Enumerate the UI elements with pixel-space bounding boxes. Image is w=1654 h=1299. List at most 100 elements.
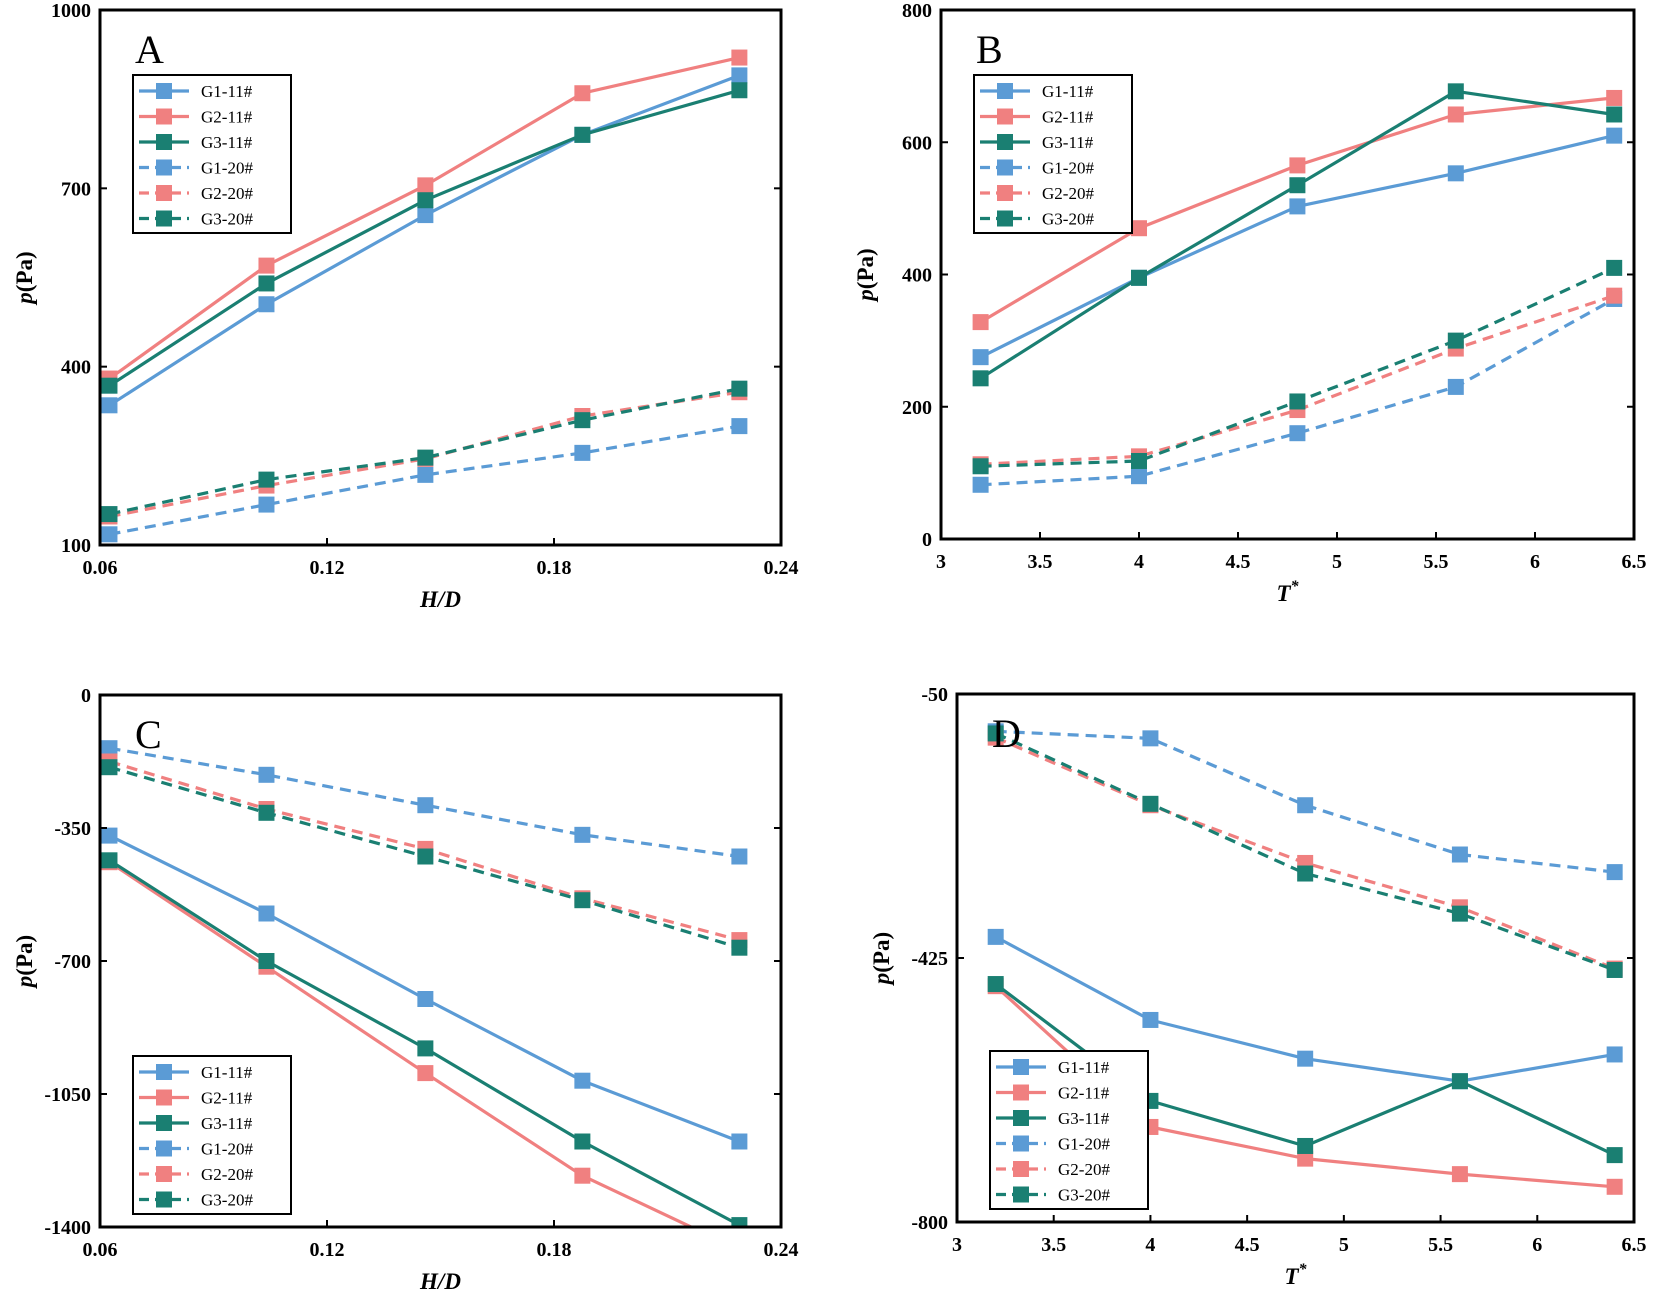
x-tick-label-c-3: 0.24	[764, 1239, 799, 1261]
data-point-c-5-0	[101, 759, 118, 776]
x-tick-label-d-3: 4.5	[1235, 1234, 1260, 1256]
legend-label-a-0: G1-11#	[201, 82, 253, 101]
panel-d: 3 3.5 4 4.5 5 5.5 6 6.5 -800 -425 -50 T* p(Pa) D G1-11…	[869, 684, 1647, 1289]
data-point-b-2-3	[1447, 83, 1464, 100]
data-point-d-0-4	[1606, 1046, 1623, 1063]
legend-marker-a-4	[156, 185, 172, 201]
y-axis-title-a: p(Pa)	[12, 251, 37, 305]
legend-marker-b-4	[997, 185, 1013, 201]
x-tick-label-a-3: 0.24	[764, 557, 799, 579]
data-point-a-2-0	[101, 377, 118, 394]
legend-label-b-5: G3-20#	[1042, 210, 1094, 229]
data-point-d-5-4	[1606, 961, 1623, 978]
panel-label-b: B	[976, 27, 1003, 72]
y-tick-label-a-1: 400	[61, 357, 91, 379]
data-point-d-3-4	[1606, 864, 1623, 881]
legend-label-b-1: G2-11#	[1042, 108, 1094, 127]
x-tick-label-d-7: 6.5	[1622, 1234, 1647, 1256]
legend-label-a-3: G1-20#	[201, 159, 253, 178]
data-point-a-1-2	[417, 177, 434, 194]
y-tick-label-a-3: 1000	[51, 0, 91, 22]
legend-label-d-3: G1-20#	[1058, 1135, 1110, 1154]
y-axis-title-c: p(Pa)	[12, 935, 37, 989]
panel-label-c: C	[135, 712, 162, 757]
y-axis-title-b: p(Pa)	[853, 248, 878, 302]
y-tick-label-b-0: 0	[922, 529, 932, 551]
data-point-c-2-0	[101, 852, 118, 869]
y-axis-title-d: p(Pa)	[869, 932, 894, 986]
panel-label-d: D	[992, 711, 1021, 756]
legend-marker-d-4	[1013, 1161, 1029, 1177]
data-point-a-1-4	[731, 49, 748, 66]
panel-b: 3 3.5 4 4.5 5 5.5 6 6.50200400600800T*p(Pa)BG1-…	[853, 0, 1647, 606]
data-point-b-1-3	[1447, 106, 1464, 123]
data-point-a-1-1	[258, 257, 275, 274]
data-point-a-3-1	[258, 496, 275, 513]
data-point-c-3-1	[258, 766, 275, 783]
x-axis-title-b: T*	[1276, 578, 1299, 606]
legend-marker-a-0	[156, 83, 172, 99]
data-point-d-0-1	[1142, 1011, 1159, 1028]
data-point-b-0-4	[1606, 127, 1623, 144]
data-point-c-1-4	[731, 1242, 747, 1258]
legend-marker-b-5	[997, 210, 1013, 227]
data-point-a-0-2	[417, 207, 434, 224]
data-point-d-0-0	[987, 928, 1004, 945]
legend-label-c-2: G3-11#	[201, 1114, 253, 1133]
data-point-a-1-3	[574, 85, 591, 102]
data-point-b-5-0	[972, 458, 989, 475]
y-tick-label-c-1: -1050	[44, 1084, 91, 1106]
x-tick-label-b-2: 4	[1134, 551, 1144, 573]
data-point-a-5-3	[574, 412, 591, 429]
data-point-b-0-3	[1447, 165, 1464, 182]
x-tick-label-c-1: 0.12	[310, 1239, 345, 1261]
data-point-a-5-0	[101, 506, 118, 523]
panel-c: 0.06 0.12 0.18 0.24 -1400 -1050 -700 -350 0 H/D p(…	[12, 685, 799, 1294]
data-point-d-5-0	[987, 725, 1004, 742]
data-point-b-0-0	[972, 349, 989, 366]
data-point-a-5-1	[258, 471, 275, 488]
x-tick-label-b-1: 3.5	[1028, 551, 1053, 573]
data-point-b-0-2	[1289, 198, 1306, 215]
data-point-b-3-1	[1131, 468, 1147, 485]
legend-label-b-2: G3-11#	[1042, 133, 1094, 152]
legend-label-d-2: G3-11#	[1058, 1109, 1110, 1128]
x-tick-label-b-0: 3	[936, 551, 946, 573]
legend-label-a-2: G3-11#	[201, 133, 253, 152]
legend-label-c-4: G2-20#	[201, 1165, 253, 1184]
legend-label-b-0: G1-11#	[1042, 82, 1094, 101]
data-point-c-3-3	[574, 826, 591, 843]
legend-box-b	[973, 74, 1133, 234]
data-point-d-1-4	[1606, 1178, 1623, 1195]
data-point-a-3-3	[574, 444, 591, 461]
data-point-d-5-2	[1297, 865, 1314, 882]
data-point-b-1-0	[972, 314, 989, 331]
x-tick-label-d-2: 4	[1145, 1234, 1155, 1256]
y-tick-label-c-3: -350	[54, 818, 91, 840]
legend-marker-a-3	[156, 159, 172, 176]
data-point-c-2-3	[574, 1133, 591, 1150]
data-point-d-5-3	[1451, 905, 1468, 922]
data-point-a-2-4	[731, 82, 748, 99]
y-tick-label-b-4: 800	[902, 0, 932, 22]
legend-label-a-5: G3-20#	[201, 210, 253, 229]
data-point-d-2-4	[1606, 1147, 1623, 1164]
data-point-b-3-0	[972, 476, 989, 493]
data-point-b-1-1	[1131, 220, 1147, 237]
data-point-b-3-2	[1289, 425, 1306, 442]
data-point-b-5-1	[1131, 452, 1147, 469]
data-point-c-3-4	[731, 848, 748, 865]
data-point-a-2-3	[574, 126, 591, 143]
data-point-a-0-0	[101, 397, 118, 414]
legend-label-b-3: G1-20#	[1042, 159, 1094, 178]
plot-area-a	[101, 49, 748, 543]
data-point-d-1-2	[1297, 1150, 1314, 1167]
data-point-d-2-3	[1451, 1073, 1468, 1090]
plot-frame-a	[98, 8, 783, 547]
data-point-c-5-1	[258, 804, 275, 821]
legend-marker-b-1	[997, 108, 1013, 125]
y-tick-label-a-0: 100	[61, 535, 91, 557]
legend-marker-a-5	[156, 210, 172, 227]
legend-marker-c-2	[156, 1115, 172, 1131]
